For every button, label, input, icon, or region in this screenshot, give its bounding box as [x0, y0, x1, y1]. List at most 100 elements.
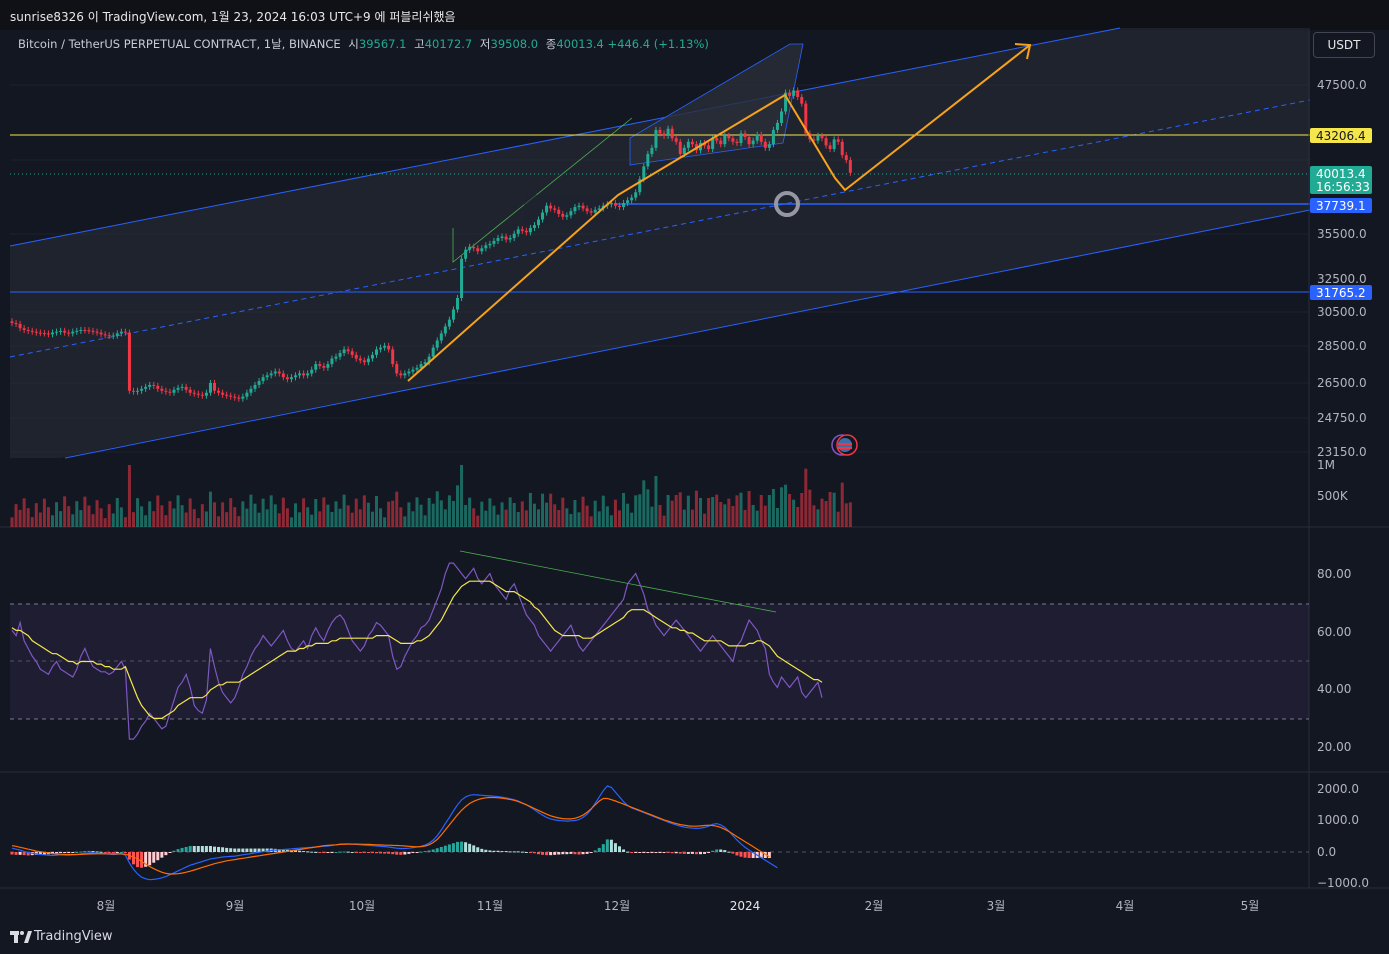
candle-body	[156, 385, 160, 389]
volume-bar	[229, 498, 233, 527]
candle-body	[176, 387, 180, 390]
macd-histogram-bar	[492, 850, 496, 852]
volume-bar	[589, 516, 593, 527]
close-label: 종	[545, 37, 557, 51]
candle-body	[265, 375, 269, 378]
time-axis-label: 2월	[865, 899, 884, 913]
macd-histogram-bar	[294, 850, 297, 852]
macd-histogram-bar	[83, 851, 87, 853]
macd-histogram-bar	[435, 848, 439, 852]
rsi-line	[11, 562, 823, 740]
volume-bar	[379, 508, 383, 527]
price-axis-label: 47500.0	[1317, 78, 1367, 92]
macd-histogram-bar	[26, 852, 30, 856]
volume-bar	[95, 500, 99, 527]
rsi-axis-label: 60.00	[1317, 625, 1351, 639]
macd-histogram-bar	[618, 846, 621, 852]
candle-body	[229, 395, 233, 397]
candle-body	[204, 392, 208, 396]
volume-bar	[796, 507, 800, 527]
macd-histogram-bar	[265, 848, 269, 852]
us-flag-event-icon[interactable]	[831, 434, 858, 456]
macd-histogram-bar	[460, 841, 464, 852]
macd-histogram-bar	[38, 852, 42, 855]
candle-body	[322, 365, 326, 368]
candle-body	[520, 229, 524, 231]
price-tag-bg	[1310, 128, 1372, 143]
candle-body	[18, 323, 22, 329]
macd-axis-label: −1000.0	[1317, 876, 1369, 890]
candle-body	[618, 205, 621, 208]
macd-histogram-bar	[577, 852, 581, 855]
volume-bar	[395, 491, 399, 527]
volume-bar	[338, 508, 342, 527]
candle-body	[30, 330, 34, 332]
volume-bar	[322, 497, 326, 527]
publisher-text: sunrise8326 이 TradingView.com, 1월 23, 20…	[10, 10, 456, 24]
volume-bar	[800, 493, 804, 527]
macd-histogram-bar	[472, 845, 476, 852]
candle-body	[233, 396, 237, 398]
currency-button[interactable]: USDT	[1313, 32, 1375, 58]
macd-histogram-bar	[217, 846, 221, 852]
volume-bar	[848, 502, 852, 527]
candle-body	[788, 92, 792, 96]
candle-body	[14, 323, 18, 325]
volume-bar	[79, 510, 83, 527]
candle-body	[83, 329, 87, 331]
volume-bar	[549, 493, 553, 527]
candle-body	[792, 90, 796, 96]
volume-bar	[638, 494, 642, 527]
volume-bar	[358, 509, 362, 527]
macd-histogram-bar	[630, 852, 634, 853]
macd-histogram-bar	[87, 850, 91, 852]
volume-bar	[508, 497, 512, 527]
macd-histogram-bar	[528, 852, 532, 853]
volume-bar	[26, 508, 30, 527]
macd-histogram-bar	[42, 852, 46, 855]
macd-histogram-bar	[520, 851, 524, 853]
volume-bar	[804, 468, 808, 527]
candle-body	[682, 147, 686, 154]
macd-histogram-bar	[549, 852, 553, 856]
macd-histogram-bar	[200, 846, 204, 852]
candle-body	[609, 202, 613, 205]
candle-body	[71, 331, 75, 334]
price-axis-label: 26500.0	[1317, 376, 1367, 390]
candle-body	[634, 192, 638, 198]
price-chart[interactable]: 47500.0 35500.0 32500.0 30500.0 28500.0 26500…	[0, 0, 1389, 920]
macd-histogram-bar	[512, 851, 516, 853]
macd-histogram-bar	[75, 852, 79, 853]
candle-body	[132, 390, 135, 392]
macd-histogram-bar	[573, 852, 577, 855]
macd-histogram-bar	[391, 852, 395, 855]
candle-body	[480, 248, 484, 252]
candle-body	[172, 389, 176, 393]
candle-body	[354, 354, 358, 359]
volume-bar	[824, 501, 828, 527]
macd-histogram-bar	[694, 852, 698, 855]
candle-body	[46, 333, 50, 335]
volume-bars	[10, 465, 852, 527]
candle-body	[524, 230, 528, 233]
volume-bar	[731, 506, 735, 527]
volume-bar	[51, 515, 54, 527]
volume-bar	[75, 501, 79, 527]
volume-bar	[156, 495, 160, 527]
volume-bar	[289, 517, 293, 527]
candle-body	[597, 208, 601, 210]
candle-body	[294, 375, 297, 378]
candle-body	[690, 141, 694, 145]
candle-body	[622, 202, 626, 208]
candle-body	[545, 205, 549, 213]
candle-body	[419, 364, 423, 368]
volume-bar	[739, 492, 743, 527]
candle-body	[289, 377, 293, 380]
candle-body	[136, 390, 140, 392]
macd-histogram-bar	[504, 851, 508, 853]
volume-bar	[715, 494, 719, 527]
macd-histogram-bar	[160, 852, 164, 858]
candle-body	[411, 369, 415, 372]
volume-axis-label: 500K	[1317, 489, 1349, 503]
volume-bar	[792, 499, 796, 527]
